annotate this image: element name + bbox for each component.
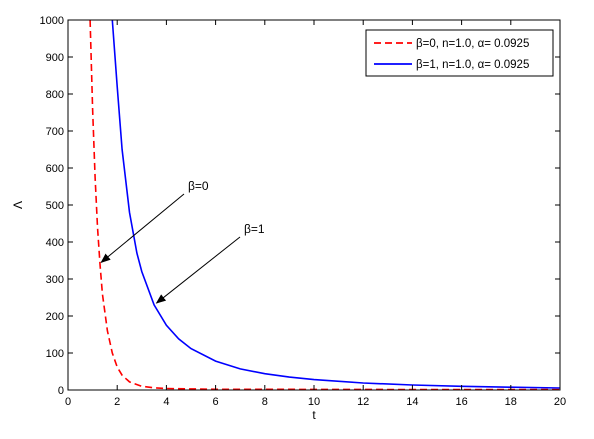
x-tick-label: 8 bbox=[262, 396, 268, 408]
ticks-layer: 0 2 4 6 8 10 12 14 16 18 2001002003004005006007008… bbox=[40, 15, 567, 408]
x-tick-label: 16 bbox=[455, 396, 467, 408]
y-tick-label: 0 bbox=[58, 385, 64, 397]
legend-label-0: β=0, n=1.0, α= 0.0925 bbox=[416, 38, 529, 50]
x-tick-label: 14 bbox=[406, 396, 418, 408]
x-tick-label: 12 bbox=[357, 396, 369, 408]
y-tick-label: 900 bbox=[46, 52, 64, 64]
plot-background bbox=[68, 20, 560, 390]
legend-label-1: β=1, n=1.0, α= 0.0925 bbox=[416, 59, 529, 71]
y-tick-label: 400 bbox=[46, 237, 64, 249]
x-axis-label: t bbox=[312, 408, 316, 422]
y-tick-label: 1000 bbox=[40, 15, 64, 27]
annotation-label: β=0 bbox=[188, 179, 209, 193]
y-tick-label: 700 bbox=[46, 126, 64, 138]
y-tick-label: 300 bbox=[46, 274, 64, 286]
y-tick-label: 200 bbox=[46, 311, 64, 323]
y-axis-label: Λ bbox=[11, 201, 25, 209]
x-tick-label: 6 bbox=[213, 396, 219, 408]
x-tick-label: 18 bbox=[505, 396, 517, 408]
x-tick-label: 20 bbox=[554, 396, 566, 408]
series-line-1 bbox=[111, 19, 561, 389]
series-line-0 bbox=[89, 19, 560, 391]
y-tick-label: 100 bbox=[46, 348, 64, 360]
y-tick-label: 800 bbox=[46, 89, 64, 101]
x-tick-label: 4 bbox=[163, 396, 169, 408]
y-tick-label: 500 bbox=[46, 200, 64, 212]
x-tick-label: 10 bbox=[308, 396, 320, 408]
x-tick-label: 0 bbox=[65, 396, 71, 408]
series-layer bbox=[89, 19, 561, 391]
x-tick-label: 2 bbox=[114, 396, 120, 408]
annotation-label: β=1 bbox=[244, 222, 265, 236]
annotation-layer: β=0 β=1 bbox=[100, 179, 265, 304]
annotation-arrow bbox=[155, 236, 241, 304]
annotation-arrow bbox=[100, 193, 185, 263]
legend-box bbox=[365, 29, 554, 77]
legend: β=0, n=1.0, α= 0.0925 β=1, n=1.0, α= 0.09… bbox=[365, 29, 554, 77]
y-tick-label: 600 bbox=[46, 163, 64, 175]
